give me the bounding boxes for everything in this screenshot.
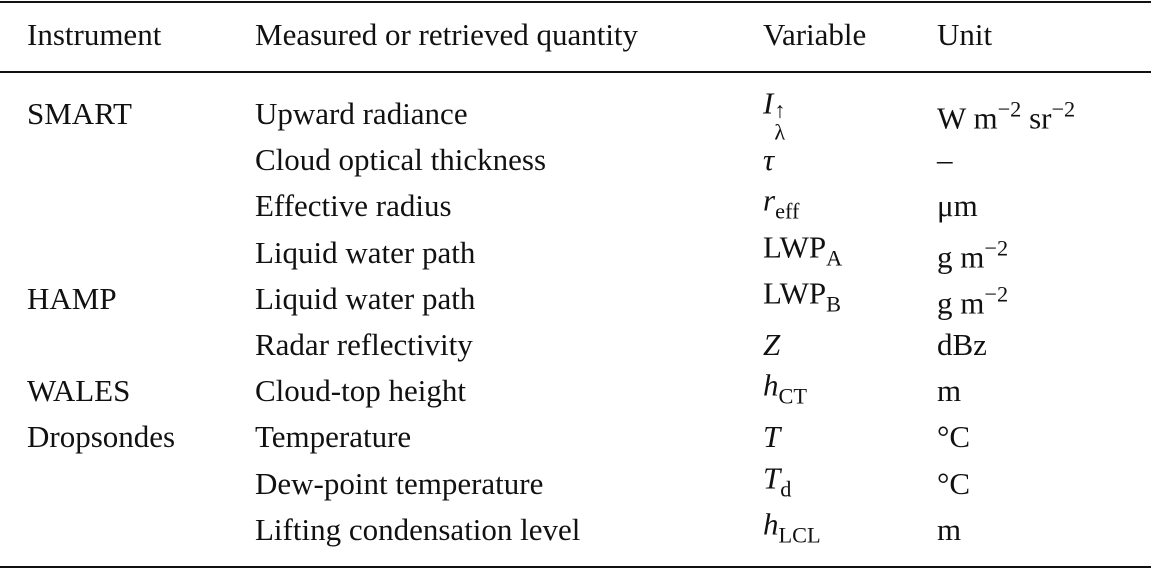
variable: hLCL <box>763 506 821 553</box>
variable: LWPB <box>763 275 841 322</box>
variable-sub: CT <box>778 383 808 409</box>
header-cell: Instrument <box>27 17 162 52</box>
instrument: Dropsondes <box>27 419 176 455</box>
unit: g m−2 <box>937 230 1008 275</box>
variable-sub: λ <box>774 119 786 145</box>
variable-base: LWP <box>763 229 827 265</box>
unit-sup: −2 <box>984 281 1009 307</box>
unit: g m−2 <box>937 276 1008 321</box>
quantity: Effective radius <box>255 188 452 224</box>
unit-text: °C <box>937 465 971 501</box>
unit-text: °C <box>937 419 971 455</box>
quantity: Dew-point temperature <box>255 465 544 501</box>
variable-base: Z <box>763 327 781 362</box>
unit-sup: −2 <box>984 234 1009 260</box>
quantity: Liquid water path <box>255 234 476 270</box>
quantity: Upward radiance <box>255 96 468 131</box>
quantity: Radar reflectivity <box>255 327 473 362</box>
unit-text: g m <box>937 285 985 321</box>
unit-text: sr <box>1021 100 1052 136</box>
instrument: HAMP <box>27 280 117 316</box>
unit: °C <box>937 466 970 502</box>
variable: Z <box>763 327 780 363</box>
variable-base: τ <box>763 142 775 178</box>
variable: I ↑ λ <box>763 86 785 143</box>
unit-text: m <box>937 511 962 547</box>
variable: reff <box>763 183 799 230</box>
unit: μm <box>937 188 978 224</box>
unit-text: dBz <box>937 327 987 362</box>
variable-scripts: ↑ λ <box>774 98 786 145</box>
variable-sup: ↑ <box>774 98 786 124</box>
quantity: Cloud-top height <box>255 373 466 409</box>
header-cell: Unit <box>937 17 993 52</box>
quantity: Liquid water path <box>255 280 476 316</box>
variable: T <box>763 419 780 455</box>
unit-text: g m <box>937 239 985 275</box>
variable-base: h <box>763 506 779 542</box>
variable-base: T <box>763 460 781 496</box>
variable-base: h <box>763 367 779 403</box>
quantity: Lifting condensation level <box>255 511 581 547</box>
variable: LWPA <box>763 229 842 276</box>
unit: dBz <box>937 327 987 363</box>
unit: – <box>937 142 953 178</box>
quantity: Cloud optical thickness <box>255 142 547 178</box>
unit: m <box>937 373 961 409</box>
header-rule <box>0 71 1151 73</box>
unit: °C <box>937 419 970 455</box>
variable: Td <box>763 460 791 507</box>
instrument: SMART <box>27 96 132 131</box>
variable-base: I <box>763 85 774 121</box>
unit: W m−2 sr−2 <box>937 91 1075 136</box>
quantity: Temperature <box>255 419 412 455</box>
unit: m <box>937 512 961 548</box>
bottom-rule <box>0 566 1151 568</box>
unit-sup: −2 <box>997 96 1022 122</box>
unit-sup: −2 <box>1051 96 1076 122</box>
variable-sub: A <box>826 244 843 270</box>
header-cell: Variable <box>763 17 867 52</box>
variable-sub: d <box>780 475 792 501</box>
variable-base: T <box>763 419 781 455</box>
unit-text: m <box>937 373 962 409</box>
header-cell: Measured or retrieved quantity <box>255 17 639 52</box>
variable-base: r <box>763 182 776 218</box>
variable-base: LWP <box>763 275 827 311</box>
instrument: WALES <box>27 373 131 409</box>
variable-sub: eff <box>775 198 800 224</box>
variable-sub: LCL <box>778 522 821 548</box>
unit-text: W m <box>937 100 998 136</box>
variable: τ <box>763 142 774 178</box>
unit-text: – <box>937 142 953 178</box>
variable-sub: B <box>826 291 842 317</box>
top-rule <box>0 1 1151 3</box>
variable: hCT <box>763 368 807 415</box>
unit-text: μm <box>937 188 978 224</box>
